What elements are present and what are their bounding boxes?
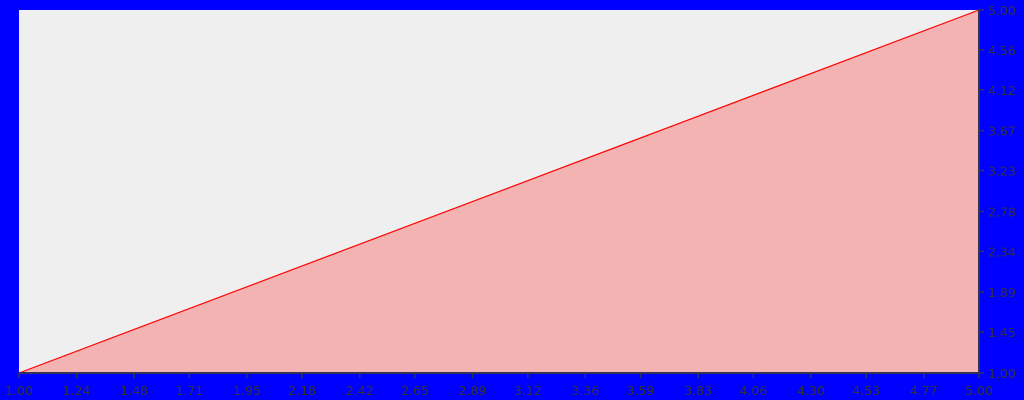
x-tick-label: 3.59	[627, 383, 655, 398]
y-tick-label: 4.12	[988, 83, 1016, 98]
y-tick-label: 1.00	[988, 366, 1016, 381]
x-tick-label: 4.77	[910, 383, 938, 398]
series-line	[18, 9, 980, 374]
x-tick-label: 1.95	[233, 383, 261, 398]
x-tick-label: 4.06	[739, 383, 767, 398]
x-tick-label: 2.42	[346, 383, 374, 398]
x-tick-label: 1.71	[175, 383, 203, 398]
x-tick-label: 3.83	[684, 383, 712, 398]
y-tick-label: 5.00	[988, 3, 1016, 18]
x-tick-label: 5.00	[965, 383, 993, 398]
y-tick-label: 3.67	[988, 124, 1016, 139]
x-tick-label: 4.30	[797, 383, 825, 398]
y-tick-label: 4.56	[988, 43, 1016, 58]
x-tick-label: 2.89	[459, 383, 487, 398]
x-tick-label: 3.12	[514, 383, 542, 398]
x-tick-label: 1.48	[120, 383, 148, 398]
x-tick-label: 2.18	[288, 383, 316, 398]
y-tick-label: 1.45	[988, 325, 1016, 340]
x-tick-label: 1.24	[63, 383, 91, 398]
y-tick-label: 1.89	[988, 285, 1016, 300]
x-tick-label: 3.36	[571, 383, 599, 398]
x-tick-label: 1.00	[5, 383, 33, 398]
y-tick-label: 2.78	[988, 204, 1016, 219]
y-tick-label: 3.23	[988, 164, 1016, 179]
x-tick-label: 4.53	[852, 383, 880, 398]
y-tick-label: 2.34	[988, 244, 1016, 259]
x-tick-label: 2.65	[401, 383, 429, 398]
